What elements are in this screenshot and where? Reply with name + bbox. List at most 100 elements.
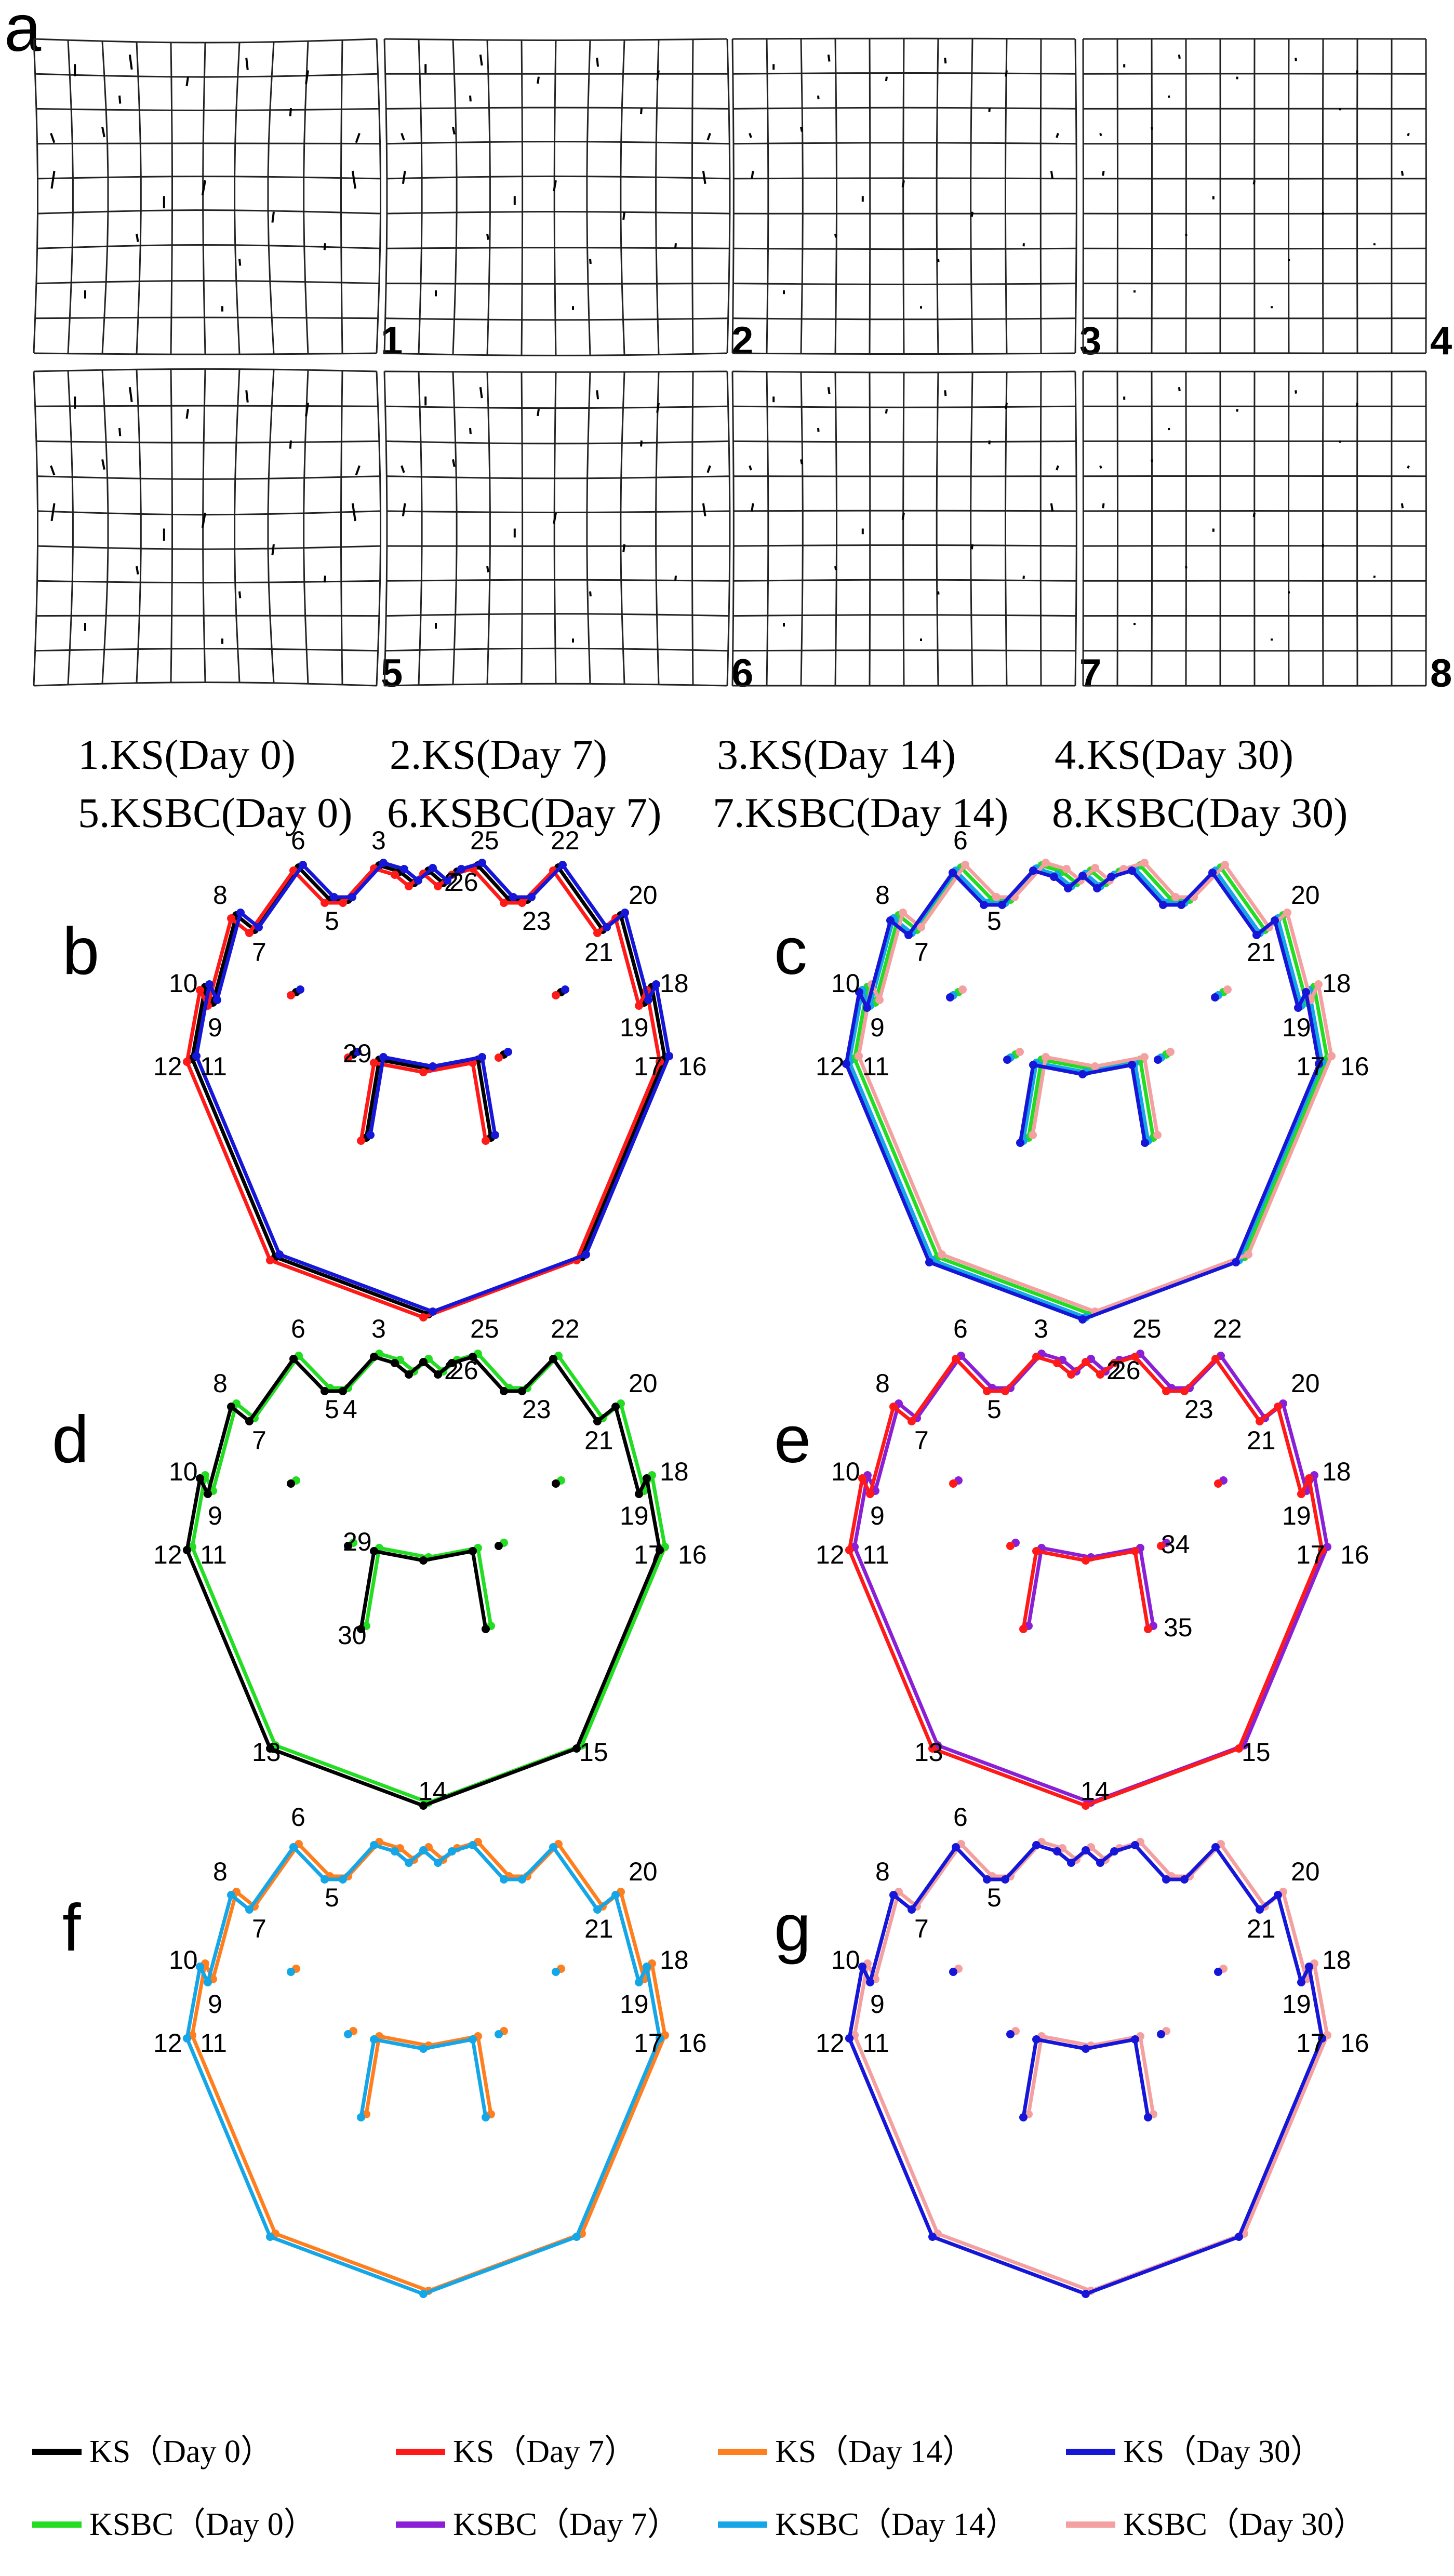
landmark-point (1029, 866, 1037, 875)
landmark-label: 22 (551, 826, 580, 855)
landmark-label: 11 (862, 1540, 889, 1569)
landmark-point (889, 1403, 898, 1411)
landmark-point (603, 923, 611, 931)
displacement-arrow (486, 566, 489, 572)
displacement-arrow (706, 465, 711, 473)
landmark-point (1064, 884, 1072, 892)
grid-col-line (936, 38, 939, 354)
grid-number: 8 (1430, 651, 1452, 696)
landmark-label: 18 (1322, 1945, 1351, 1974)
landmark-point (287, 1968, 295, 1976)
landmark-point (1042, 859, 1050, 867)
caption-3: 3.KS(Day 14) (717, 731, 956, 778)
landmark-point (183, 1546, 191, 1554)
displacement-arrow (401, 132, 405, 141)
landmark-point (1252, 931, 1261, 939)
deformation-grid-5: 5 (33, 368, 403, 696)
landmark-point (183, 1058, 191, 1066)
landmark-point (213, 996, 221, 1004)
displacement-arrow (885, 76, 888, 82)
displacement-arrow (1407, 465, 1410, 469)
landmark-point (863, 1004, 871, 1012)
legend-item: KS（Day 30） (1066, 2434, 1323, 2470)
grid-col-line (1005, 38, 1008, 354)
legend-label: KSBC（Day 14） (775, 2507, 1018, 2542)
grid-col-line (202, 369, 206, 683)
grid-col-line (586, 40, 591, 356)
landmark-point (495, 1542, 503, 1550)
landmark-label: 2 (1106, 1356, 1121, 1385)
displacement-arrow (50, 170, 56, 189)
displacement-arrow (885, 409, 888, 414)
landmark-point (1067, 1370, 1075, 1379)
grid-row-line (384, 370, 728, 373)
landmark-point (357, 2113, 365, 2121)
grid-col-line (234, 42, 241, 355)
landmark-point (491, 1131, 499, 1139)
displacement-arrow (305, 403, 309, 417)
landmark-label: 11 (200, 2028, 227, 2058)
landmark-label: 9 (870, 1013, 885, 1042)
displacement-arrow (238, 259, 242, 266)
grid-row-line (386, 579, 730, 582)
landmark-point (357, 1137, 365, 1145)
landmark-point (1283, 909, 1291, 917)
landmark-label: 17 (1296, 1052, 1325, 1081)
landmark-point (908, 1905, 916, 1914)
displacement-arrow (469, 428, 472, 434)
displacement-arrow (238, 591, 242, 598)
landmark-point (196, 1963, 204, 1971)
landmark-point (983, 1387, 991, 1395)
landmark-point (845, 2034, 853, 2043)
landmark-point (1211, 993, 1219, 1002)
displacement-arrow (553, 512, 557, 524)
landmark-point (400, 865, 408, 873)
grid-col-line (234, 369, 241, 683)
legend-item: KS（Day 0） (32, 2434, 273, 2470)
landmark-point (1053, 1847, 1061, 1856)
landmark-label: 9 (870, 1990, 885, 2019)
displacement-arrow (201, 180, 206, 196)
caption-7: 7.KSBC(Day 14) (713, 789, 1008, 836)
grid-col-line (170, 42, 173, 355)
landmark-label: 8 (875, 1369, 890, 1398)
grid-col-line (586, 372, 591, 684)
grid-row-line (37, 142, 380, 145)
landmark-label: 19 (1282, 1501, 1311, 1530)
landmark-point (204, 1978, 212, 1986)
landmark-point (245, 1905, 254, 1914)
landmark-point (245, 929, 254, 937)
landmark-label: 20 (1291, 1369, 1320, 1398)
landmark-point (448, 1359, 456, 1367)
landmark-point (1271, 916, 1279, 925)
grid-col-line (620, 371, 625, 685)
grid-col-line (340, 370, 343, 685)
landmark-label: 14 (1081, 1777, 1110, 1806)
landmark-point (1180, 1387, 1189, 1395)
legend: KS（Day 0） KS（Day 7） KS（Day 14） KS（Day 30） KS… (32, 2434, 1366, 2542)
grid-col-line (970, 38, 973, 354)
grid-col-line (101, 370, 109, 684)
face-series (183, 1841, 664, 2298)
landmark-point (1050, 873, 1058, 881)
landmark-point (1244, 1250, 1252, 1259)
landmark-label: 19 (620, 1990, 649, 2019)
legend-item: KSBC（Day 0） (32, 2507, 316, 2542)
grid-col-line (67, 40, 74, 354)
landmark-point (370, 1547, 378, 1555)
landmark-point (405, 1370, 413, 1379)
landmark-point (196, 1474, 204, 1483)
legend-item: KSBC（Day 30） (1066, 2507, 1366, 2542)
displacement-arrow (901, 180, 905, 188)
displacement-arrow (479, 386, 483, 398)
landmark-label: 30 (338, 1621, 367, 1650)
landmark-point (192, 1052, 201, 1060)
grid-col-line (902, 38, 905, 354)
displacement-arrow (702, 170, 706, 184)
grid-row-line (386, 106, 729, 110)
landmark-point (1221, 861, 1229, 869)
landmark-point (266, 1744, 274, 1753)
landmark-point (321, 1875, 329, 1884)
displacement-arrow (751, 503, 754, 512)
deformation-grid-2: 2 (383, 38, 753, 363)
